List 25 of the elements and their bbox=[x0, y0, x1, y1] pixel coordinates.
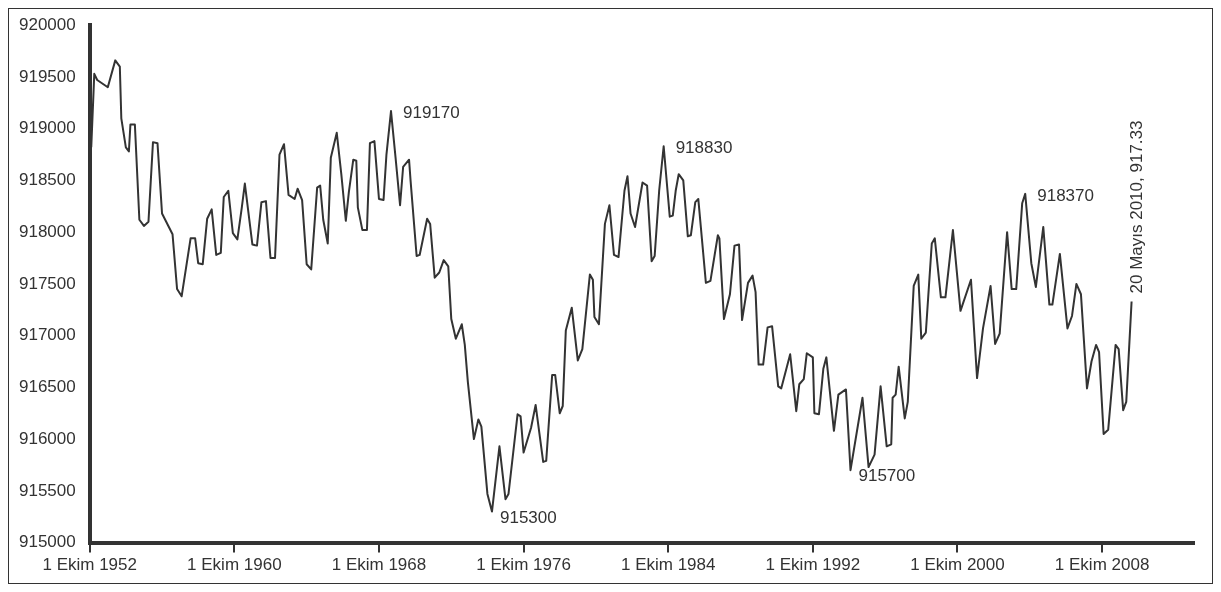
y-tick-label: 915000 bbox=[18, 532, 76, 552]
y-tick-label: 918500 bbox=[18, 170, 76, 190]
y-tick-label: 916000 bbox=[18, 428, 76, 448]
annotation: 918830 bbox=[675, 137, 733, 157]
y-tick-label: 917000 bbox=[18, 325, 76, 345]
y-tick-label: 916500 bbox=[18, 377, 76, 397]
annotation: 20 Mayıs 2010, 917.33 bbox=[1127, 120, 1147, 294]
y-tick-label: 915500 bbox=[18, 480, 76, 500]
annotation: 919170 bbox=[403, 102, 460, 122]
x-tick-label: 1 Ekim 1960 bbox=[187, 555, 282, 575]
y-tick-label: 919000 bbox=[18, 118, 76, 138]
x-tick-label: 1 Ekim 1976 bbox=[476, 555, 571, 575]
y-tick-label: 918000 bbox=[18, 221, 76, 241]
y-tick-label: 919500 bbox=[18, 66, 76, 86]
x-tick-label: 1 Ekim 2000 bbox=[910, 555, 1005, 575]
x-tick-label: 1 Ekim 1984 bbox=[620, 555, 716, 575]
y-tick-label: 920000 bbox=[18, 14, 76, 34]
annotation: 918370 bbox=[1037, 185, 1094, 205]
x-tick-label: 1 Ekim 2008 bbox=[1054, 555, 1150, 575]
x-tick-label: 1 Ekim 1968 bbox=[331, 555, 427, 575]
annotation: 915300 bbox=[499, 507, 557, 527]
x-tick-label: 1 Ekim 1952 bbox=[42, 555, 137, 575]
annotation: 915700 bbox=[858, 466, 916, 486]
y-tick-label: 917500 bbox=[18, 273, 76, 293]
x-tick-label: 1 Ekim 1992 bbox=[765, 555, 861, 575]
